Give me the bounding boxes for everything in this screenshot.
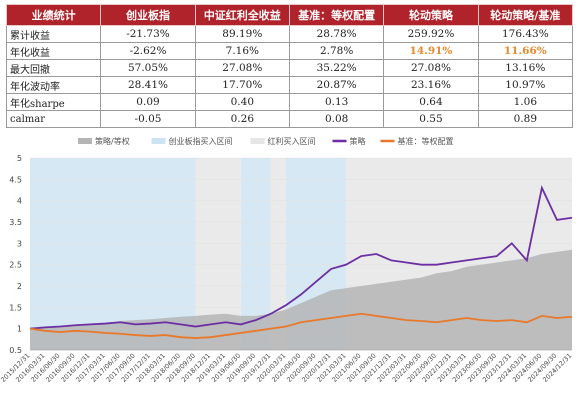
table-cell: 0.89 <box>477 110 574 128</box>
header-cell: 轮动策略/基准 <box>477 4 574 26</box>
table-cell: 0.26 <box>194 110 290 128</box>
table-cell: 0.08 <box>288 110 385 128</box>
legend-swatch <box>78 138 92 144</box>
header-cell: 中证红利全收益 <box>194 4 290 26</box>
table-cell: 1.06 <box>477 93 574 112</box>
series-line <box>29 185 573 330</box>
row-label: 年化波动率 <box>5 76 102 95</box>
legend-label: 创业板指买入区间 <box>169 136 233 146</box>
row-label: 年化sharpe <box>5 93 102 112</box>
y-tick-label: 2 <box>17 282 22 291</box>
table-cell: 259.92% <box>383 24 479 44</box>
table-cell: 35.22% <box>288 59 385 78</box>
table-cell: 0.13 <box>288 93 385 112</box>
row-label: 年化收益 <box>5 42 102 61</box>
header-cell: 业绩统计 <box>5 4 102 26</box>
table-cell: 0.09 <box>100 93 196 112</box>
series-line <box>29 312 573 339</box>
table-cell: 17.70% <box>194 76 290 95</box>
table-cell: 27.08% <box>383 59 479 78</box>
table-header-row: 业绩统计 创业板指 中证红利全收益 基准：等权配置 轮动策略 轮动策略/基准 <box>5 4 574 26</box>
buy-interval-band <box>270 158 286 350</box>
table-cell: 89.19% <box>194 24 290 44</box>
y-tick-label: 4.5 <box>9 175 22 184</box>
table-cell: 176.43% <box>477 24 574 44</box>
y-tick-label: 4 <box>17 197 22 206</box>
highlighted-cell: 11.66% <box>477 42 574 61</box>
table-row: 最大回撤 57.05% 27.08% 35.22% 27.08% 13.16% <box>5 59 574 78</box>
highlighted-cell: 14.91% <box>383 42 479 61</box>
legend-label: 基准：等权配置 <box>398 136 454 146</box>
legend-swatch <box>250 138 265 144</box>
table-cell: 13.16% <box>477 59 574 78</box>
table-row: calmar -0.05 0.26 0.08 0.55 0.89 <box>5 110 574 128</box>
table-cell: -2.62% <box>100 42 196 61</box>
legend-swatch <box>151 138 166 144</box>
row-label: 最大回撤 <box>5 59 102 78</box>
table-row: 年化收益 -2.62% 7.16% 2.78% 14.91% 11.66% <box>5 42 574 61</box>
y-tick-label: 1.5 <box>9 303 22 312</box>
y-tick-label: 3 <box>17 239 22 248</box>
performance-table: 业绩统计 创业板指 中证红利全收益 基准：等权配置 轮动策略 轮动策略/基准 累… <box>5 4 574 128</box>
table-cell: 28.78% <box>288 24 385 44</box>
y-tick-label: 0.5 <box>9 346 22 355</box>
row-label: calmar <box>5 110 102 128</box>
line-chart: 策略/等权 创业板指买入区间 红利买入区间 策略 基准：等权配置 0.5 1 1.5 2 2.5 3… <box>0 136 573 384</box>
ratio-area <box>30 249 572 350</box>
legend-label: 策略/等权 <box>95 136 130 146</box>
table-cell: 0.55 <box>383 110 479 128</box>
table-row: 年化波动率 28.41% 17.70% 20.87% 23.16% 10.97% <box>5 76 574 95</box>
y-tick-label: 1 <box>17 325 22 334</box>
table-cell: 0.64 <box>383 93 479 112</box>
y-tick-label: 5 <box>17 154 22 163</box>
header-cell: 基准：等权配置 <box>288 4 385 26</box>
row-label: 累计收益 <box>5 24 102 44</box>
y-tick-label: 2.5 <box>9 261 22 270</box>
table-row: 累计收益 -21.73% 89.19% 28.78% 259.92% 176.4… <box>5 24 574 44</box>
table-cell: 23.16% <box>383 76 479 95</box>
legend-label: 红利买入区间 <box>268 136 316 146</box>
legend-label: 策略 <box>350 136 366 146</box>
table-cell: -21.73% <box>100 24 196 44</box>
table-cell: 7.16% <box>194 42 290 61</box>
table-cell: -0.05 <box>100 110 196 128</box>
header-cell: 创业板指 <box>100 4 196 26</box>
header-cell: 轮动策略 <box>383 4 479 26</box>
table-cell: 0.40 <box>194 93 290 112</box>
table-row: 年化sharpe 0.09 0.40 0.13 0.64 1.06 <box>5 93 574 112</box>
table-cell: 2.78% <box>288 42 385 61</box>
table-cell: 28.41% <box>100 76 196 95</box>
table-cell: 20.87% <box>288 76 385 95</box>
table-cell: 57.05% <box>100 59 196 78</box>
y-tick-label: 3.5 <box>9 218 22 227</box>
table-cell: 27.08% <box>194 59 290 78</box>
table-cell: 10.97% <box>477 76 574 95</box>
